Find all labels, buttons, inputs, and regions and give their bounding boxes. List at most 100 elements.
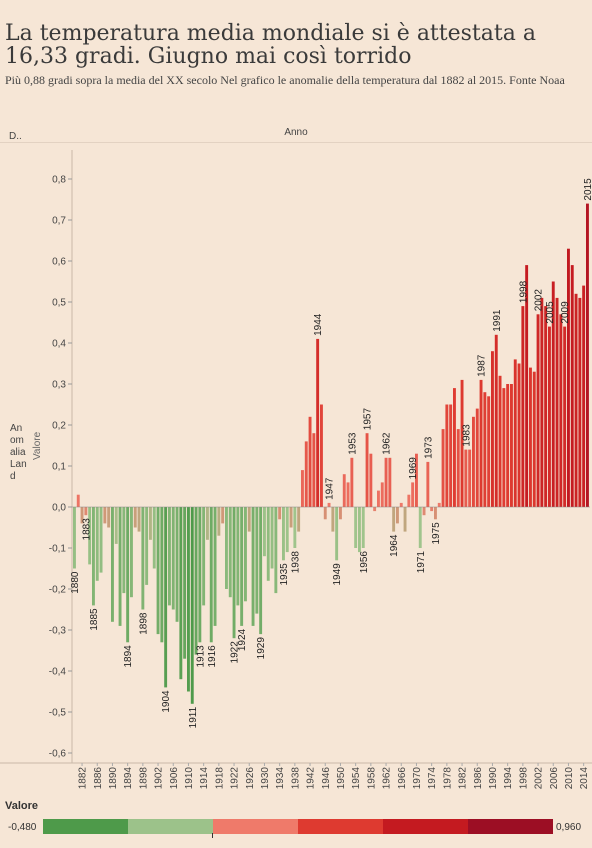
x-tick-label: 1970 bbox=[412, 767, 423, 790]
bar-2002 bbox=[536, 314, 540, 507]
bar-1930 bbox=[263, 507, 266, 557]
bar-1975 bbox=[434, 507, 437, 520]
row-dimension-label: An om alia Lan d bbox=[10, 423, 27, 482]
bar-1942 bbox=[308, 416, 312, 507]
bar-1946 bbox=[323, 507, 327, 520]
bar-2012 bbox=[574, 293, 578, 507]
x-tick-label: 1918 bbox=[214, 767, 225, 790]
year-annotation-1885: 1885 bbox=[89, 608, 100, 631]
y-tick-label: -0,6 bbox=[49, 749, 67, 760]
color-legend[interactable] bbox=[43, 819, 553, 834]
bar-1935 bbox=[282, 507, 285, 561]
x-tick-label: 1990 bbox=[488, 767, 499, 790]
bar-1996 bbox=[513, 359, 517, 507]
bar-1987 bbox=[479, 379, 483, 507]
bar-2005 bbox=[548, 326, 551, 507]
year-annotation-2005: 2005 bbox=[545, 301, 556, 324]
year-annotation-1922: 1922 bbox=[230, 641, 241, 664]
bar-1903 bbox=[160, 507, 164, 643]
x-tick-label: 1978 bbox=[442, 767, 453, 790]
bar-1929 bbox=[259, 507, 263, 635]
x-tick-label: 2010 bbox=[564, 767, 575, 790]
legend-color-step-6 bbox=[468, 819, 553, 834]
bar-1945 bbox=[320, 404, 323, 507]
bar-1994 bbox=[506, 384, 510, 507]
bar-1922 bbox=[232, 507, 236, 639]
bar-1921 bbox=[228, 507, 232, 598]
bar-1957 bbox=[365, 433, 369, 507]
y-tick-label: -0,4 bbox=[49, 667, 67, 678]
x-tick-label: 1982 bbox=[458, 767, 469, 790]
year-annotation-1987: 1987 bbox=[477, 354, 488, 377]
year-annotation-1975: 1975 bbox=[431, 522, 442, 545]
legend-title: Valore bbox=[5, 800, 39, 812]
year-annotation-1935: 1935 bbox=[279, 563, 290, 586]
bar-1907 bbox=[175, 507, 179, 622]
bar-1888 bbox=[103, 507, 107, 524]
x-tick-label: 1974 bbox=[427, 767, 438, 790]
bar-1899 bbox=[145, 507, 149, 585]
bar-1908 bbox=[179, 507, 183, 680]
bar-1906 bbox=[171, 507, 175, 610]
legend-zero-tick bbox=[212, 833, 213, 838]
year-annotation-1957: 1957 bbox=[363, 408, 374, 431]
bar-1963 bbox=[388, 457, 392, 507]
legend-color-step-3 bbox=[213, 819, 298, 834]
x-tick-label: 1958 bbox=[366, 767, 377, 790]
x-tick-label: 2014 bbox=[579, 767, 590, 790]
legend-color-step-5 bbox=[383, 819, 468, 834]
bar-1928 bbox=[255, 507, 259, 614]
bar-1894 bbox=[126, 507, 130, 643]
x-tick-label: 1910 bbox=[184, 767, 195, 790]
bar-1902 bbox=[156, 507, 160, 635]
bar-1880 bbox=[73, 507, 76, 569]
bar-1913 bbox=[198, 507, 202, 643]
bar-1952 bbox=[346, 482, 350, 507]
y-tick-label: 0,5 bbox=[52, 298, 66, 309]
x-tick-label: 1950 bbox=[336, 767, 347, 790]
bar-1999 bbox=[525, 265, 529, 507]
bar-1960 bbox=[377, 490, 380, 507]
x-tick-label: 1926 bbox=[245, 767, 256, 790]
bar-1968 bbox=[407, 494, 411, 507]
x-tick-label: 1966 bbox=[397, 767, 408, 790]
bar-1965 bbox=[396, 507, 399, 524]
x-tick-label: 1886 bbox=[93, 767, 104, 790]
y-tick-label: 0,0 bbox=[52, 503, 66, 514]
bar-1989 bbox=[487, 396, 491, 507]
bar-1892 bbox=[118, 507, 122, 626]
y-tick-label: 0,7 bbox=[52, 216, 66, 227]
year-annotation-1898: 1898 bbox=[138, 612, 149, 635]
x-tick-label: 1946 bbox=[321, 767, 332, 790]
bar-1900 bbox=[149, 507, 152, 540]
bar-1923 bbox=[236, 507, 240, 606]
bar-1976 bbox=[437, 502, 441, 507]
bar-1974 bbox=[430, 507, 434, 512]
bar-1990 bbox=[491, 351, 494, 507]
y-tick-label: 0,1 bbox=[52, 462, 66, 473]
bar-1918 bbox=[217, 507, 221, 536]
bar-1956 bbox=[361, 507, 365, 548]
year-annotation-1911: 1911 bbox=[188, 706, 199, 728]
bar-1992 bbox=[498, 375, 502, 507]
bar-1964 bbox=[392, 507, 396, 532]
bar-1983 bbox=[464, 449, 468, 507]
x-tick-label: 1994 bbox=[503, 767, 514, 790]
bar-2015 bbox=[586, 203, 589, 507]
year-annotation-1894: 1894 bbox=[123, 645, 134, 668]
year-annotation-1929: 1929 bbox=[256, 637, 267, 660]
bar-1887 bbox=[99, 507, 103, 573]
bar-1917 bbox=[213, 507, 217, 626]
bar-1986 bbox=[475, 408, 479, 507]
bar-1910 bbox=[187, 507, 190, 692]
bar-1924 bbox=[240, 507, 244, 626]
bar-2000 bbox=[529, 367, 532, 507]
bar-2008 bbox=[559, 314, 563, 507]
bar-2006 bbox=[551, 281, 555, 507]
x-tick-label: 1922 bbox=[230, 767, 241, 790]
x-tick-label: 1906 bbox=[169, 767, 180, 790]
bar-1993 bbox=[502, 388, 506, 507]
bar-2014 bbox=[582, 285, 586, 507]
bar-1932 bbox=[270, 507, 274, 569]
y-tick-label: -0,2 bbox=[49, 585, 67, 596]
